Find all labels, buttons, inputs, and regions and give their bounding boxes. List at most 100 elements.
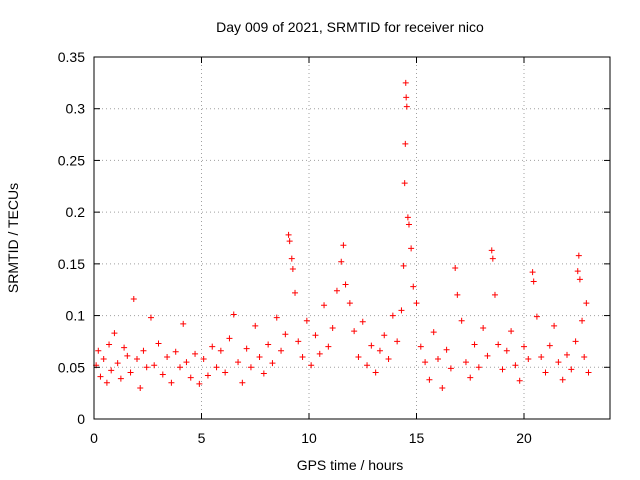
data-point [521,343,527,350]
data-point [97,373,104,380]
data-point [529,269,536,276]
data-point [579,317,586,324]
data-point [389,312,396,319]
data-point [443,346,450,353]
data-point [575,252,582,259]
y-tick-label: 0.3 [66,101,86,117]
data-point [192,350,199,357]
data-point [147,314,154,321]
data-point [398,307,405,314]
data-point [454,291,461,298]
data-point [292,289,299,296]
data-point [137,384,144,391]
data-point [127,369,134,376]
data-point [217,347,224,354]
data-point [512,362,519,369]
data-point [555,359,562,366]
data-point [403,94,410,101]
data-point [413,300,420,307]
data-point [222,369,229,376]
data-point [121,344,128,351]
data-point [209,343,216,350]
y-tick-label: 0.2 [66,204,86,220]
data-points [93,79,592,391]
data-point [172,348,179,355]
data-point [288,255,295,262]
data-point [462,359,469,366]
y-tick-label: 0.35 [58,49,85,65]
data-point [278,347,285,354]
data-point [405,221,412,228]
chart-title: Day 009 of 2021, SRMTID for receiver nic… [216,19,484,35]
data-point [316,350,323,357]
data-point [572,338,579,345]
data-point [574,268,581,275]
data-point [114,360,121,367]
data-point [551,322,558,329]
data-point [159,371,166,378]
data-point [499,366,506,373]
data-point [321,302,328,309]
data-point [488,247,495,254]
data-point [447,365,454,372]
data-point [273,314,280,321]
data-point [134,356,140,363]
data-point [402,140,409,147]
data-point [130,296,137,303]
data-point [164,353,171,360]
data-point [168,379,175,386]
data-point [426,376,433,383]
data-point [385,356,392,363]
data-point [408,245,415,252]
data-point [124,352,131,359]
data-point [265,341,272,348]
grid-lines [94,57,610,419]
x-tick-label: 15 [409,430,425,446]
y-tick-label: 0.15 [58,256,85,272]
data-point [95,347,102,354]
data-point [106,341,113,348]
data-point [340,242,347,249]
data-point [312,332,319,339]
data-point [196,380,203,387]
data-point [333,287,340,294]
data-point [180,320,187,327]
data-point [489,255,496,262]
data-point [583,300,590,307]
axis-ticks: 0 0.05 0.1 0.15 0.2 0.25 0.3 0.35 0 5 10 15 20 [58,49,610,446]
data-point [400,262,407,269]
data-point [140,347,147,354]
data-point [585,369,592,376]
data-point [299,353,306,360]
data-point [256,353,263,360]
data-point [252,322,259,329]
data-point [435,356,441,363]
data-point [151,362,158,369]
data-point [295,338,302,345]
data-point [381,332,388,339]
data-point [108,367,115,374]
data-point [430,329,437,336]
data-point [516,377,523,384]
data-point [394,338,401,345]
data-point [338,258,345,265]
data-point [372,369,379,376]
data-point [117,375,124,382]
data-point [325,343,332,350]
x-tick-label: 20 [516,430,532,446]
data-point [346,300,353,307]
data-point [564,351,570,358]
data-point [303,317,310,324]
data-point [452,264,459,271]
x-axis-label: GPS time / hours [297,457,404,473]
data-point [581,353,588,360]
data-point [538,353,545,360]
data-point [351,328,358,335]
data-point [546,342,553,349]
data-point [376,347,383,354]
data-point [471,341,478,348]
data-point [285,231,292,238]
x-tick-label: 5 [198,430,206,446]
data-point [525,356,532,363]
